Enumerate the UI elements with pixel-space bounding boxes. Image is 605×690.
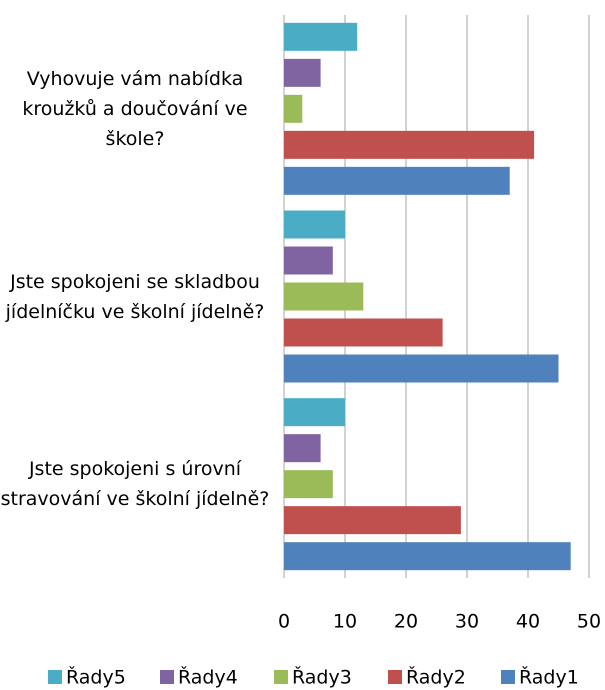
bar (284, 318, 443, 347)
bar (284, 506, 461, 535)
legend-swatch (388, 670, 402, 684)
x-tick-label: 0 (278, 611, 290, 633)
legend-swatch (160, 670, 174, 684)
bar (284, 246, 333, 275)
bar (284, 434, 321, 463)
x-tick-label: 30 (455, 611, 479, 633)
bar (284, 210, 345, 239)
legend-label: Řady2 (406, 666, 466, 689)
y-tick-label: Jste spokojeni s úrovní stravování ve šk… (0, 458, 270, 511)
bar (284, 94, 303, 123)
bar (284, 58, 321, 87)
legend-label: Řady1 (519, 666, 579, 689)
bar (284, 166, 510, 195)
bar (284, 354, 559, 383)
y-tick-label: Vyhovuje vám nabídka kroužků a doučování… (22, 67, 248, 150)
legend-swatch (48, 670, 62, 684)
y-tick-label: Jste spokojeni se skladbou jídelníčku ve… (5, 270, 265, 323)
bar (284, 130, 535, 159)
bar (284, 398, 345, 427)
legend-swatch (501, 670, 515, 684)
x-tick-label: 10 (333, 611, 357, 633)
bar (284, 282, 364, 311)
legend-label: Řady3 (292, 666, 352, 689)
bar (284, 542, 571, 571)
x-tick-label: 20 (394, 611, 418, 633)
legend-label: Řady5 (66, 666, 126, 689)
legend-swatch (274, 670, 288, 684)
x-tick-label: 40 (516, 611, 540, 633)
legend-label: Řady4 (178, 666, 238, 689)
bar (284, 22, 358, 51)
bar (284, 470, 333, 499)
x-tick-label: 50 (577, 611, 601, 633)
